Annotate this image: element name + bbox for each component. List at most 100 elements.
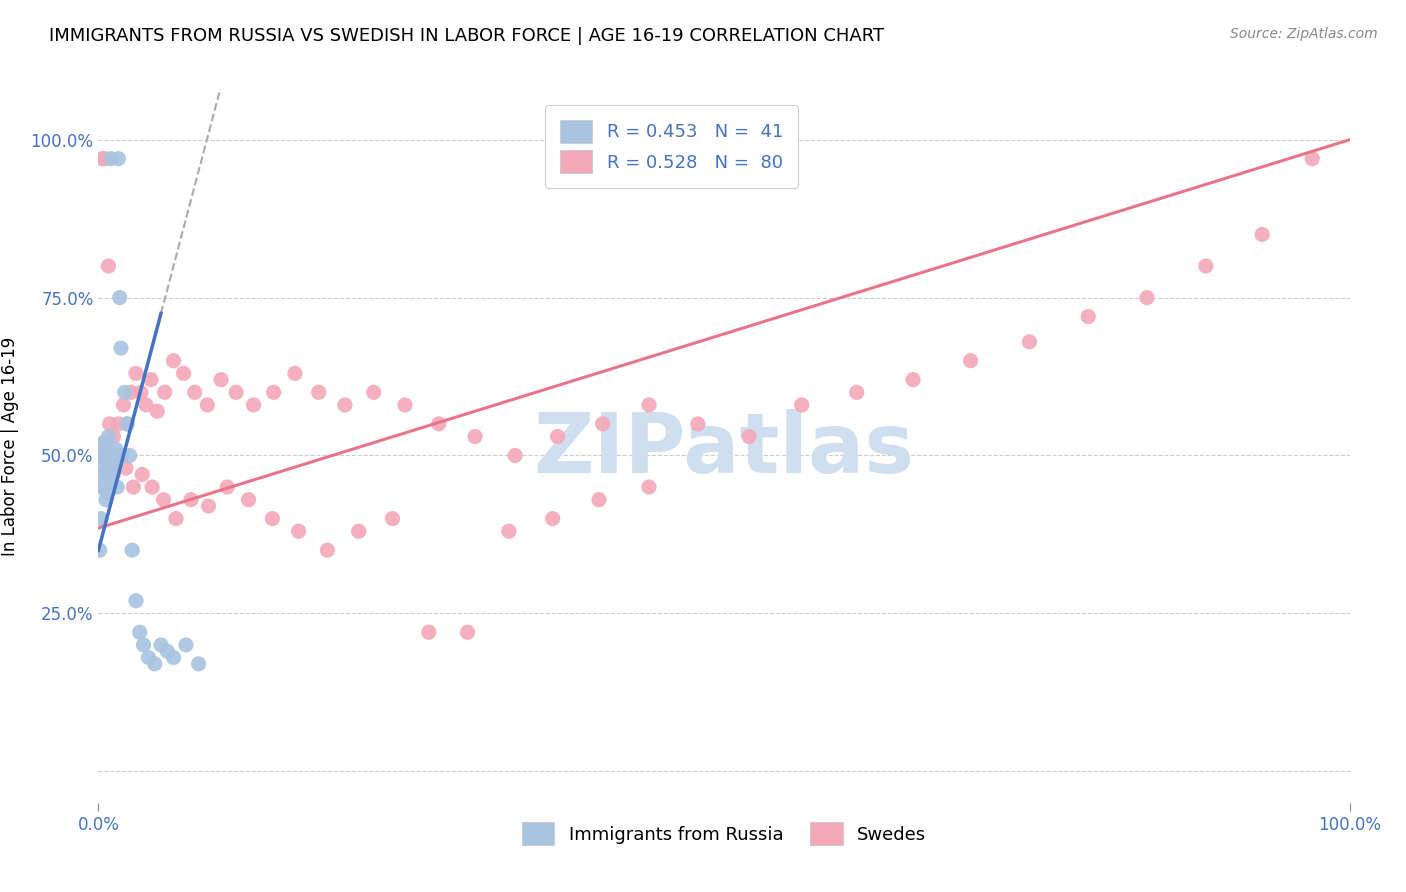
Point [150, 638, 173, 652]
Point [209, 373, 232, 387]
Point [97, 429, 120, 443]
Point [90, 449, 112, 463]
Point [94, 492, 117, 507]
Point [686, 417, 709, 431]
Point [418, 625, 440, 640]
Point [1301, 152, 1323, 166]
Point [187, 657, 209, 671]
Point [174, 638, 197, 652]
Point [152, 492, 174, 507]
Point [132, 638, 155, 652]
Point [427, 417, 450, 431]
Point [101, 461, 124, 475]
Point [105, 480, 128, 494]
Point [108, 291, 131, 305]
Point [845, 385, 868, 400]
Point [93, 467, 115, 482]
Point [457, 625, 479, 640]
Point [114, 385, 136, 400]
Point [790, 398, 813, 412]
Point [225, 385, 247, 400]
Point [1136, 291, 1159, 305]
Point [94, 449, 117, 463]
Point [101, 467, 124, 482]
Point [93, 449, 115, 463]
Point [103, 449, 125, 463]
Point [98, 417, 121, 431]
Point [93, 152, 115, 166]
Point [135, 398, 157, 412]
Point [197, 499, 219, 513]
Point [316, 543, 339, 558]
Point [90, 480, 112, 494]
Point [498, 524, 520, 539]
Point [97, 461, 120, 475]
Point [308, 385, 330, 400]
Point [107, 152, 129, 166]
Point [90, 511, 112, 525]
Point [100, 449, 122, 463]
Point [284, 367, 307, 381]
Point [96, 486, 118, 500]
Point [89, 543, 111, 558]
Point [91, 449, 114, 463]
Text: IMMIGRANTS FROM RUSSIA VS SWEDISH IN LABOR FORCE | AGE 16-19 CORRELATION CHART: IMMIGRANTS FROM RUSSIA VS SWEDISH IN LAB… [49, 27, 884, 45]
Point [138, 650, 160, 665]
Point [96, 449, 118, 463]
Point [115, 417, 138, 431]
Point [262, 511, 284, 525]
Point [464, 429, 486, 443]
Point [394, 398, 416, 412]
Point [165, 511, 187, 525]
Point [115, 461, 138, 475]
Point [108, 449, 131, 463]
Point [112, 398, 135, 412]
Point [901, 373, 924, 387]
Point [503, 449, 526, 463]
Point [94, 474, 117, 488]
Point [1251, 227, 1274, 242]
Point [592, 417, 614, 431]
Point [547, 429, 569, 443]
Point [153, 385, 176, 400]
Point [125, 593, 148, 607]
Y-axis label: In Labor Force | Age 16-19: In Labor Force | Age 16-19 [1, 336, 20, 556]
Point [195, 398, 218, 412]
Point [104, 449, 127, 463]
Point [242, 398, 264, 412]
Point [129, 385, 152, 400]
Point [131, 467, 153, 482]
Point [139, 373, 162, 387]
Point [125, 367, 148, 381]
Point [162, 650, 184, 665]
Point [156, 644, 179, 658]
Text: Source: ZipAtlas.com: Source: ZipAtlas.com [1230, 27, 1378, 41]
Point [91, 449, 114, 463]
Point [110, 341, 132, 355]
Point [93, 449, 115, 463]
Point [104, 461, 127, 475]
Point [100, 152, 122, 166]
Legend: Immigrants from Russia, Swedes: Immigrants from Russia, Swedes [513, 814, 935, 855]
Point [107, 417, 129, 431]
Point [97, 455, 120, 469]
Point [103, 429, 125, 443]
Text: ZIPatlas: ZIPatlas [534, 409, 914, 490]
Point [146, 404, 169, 418]
Point [96, 442, 118, 457]
Point [541, 511, 564, 525]
Point [122, 480, 145, 494]
Point [118, 449, 141, 463]
Point [1077, 310, 1099, 324]
Point [93, 435, 115, 450]
Point [162, 353, 184, 368]
Point [91, 461, 114, 475]
Point [333, 398, 356, 412]
Point [381, 511, 404, 525]
Point [100, 449, 122, 463]
Point [91, 152, 114, 166]
Point [184, 385, 207, 400]
Point [363, 385, 385, 400]
Point [93, 480, 115, 494]
Point [93, 435, 115, 450]
